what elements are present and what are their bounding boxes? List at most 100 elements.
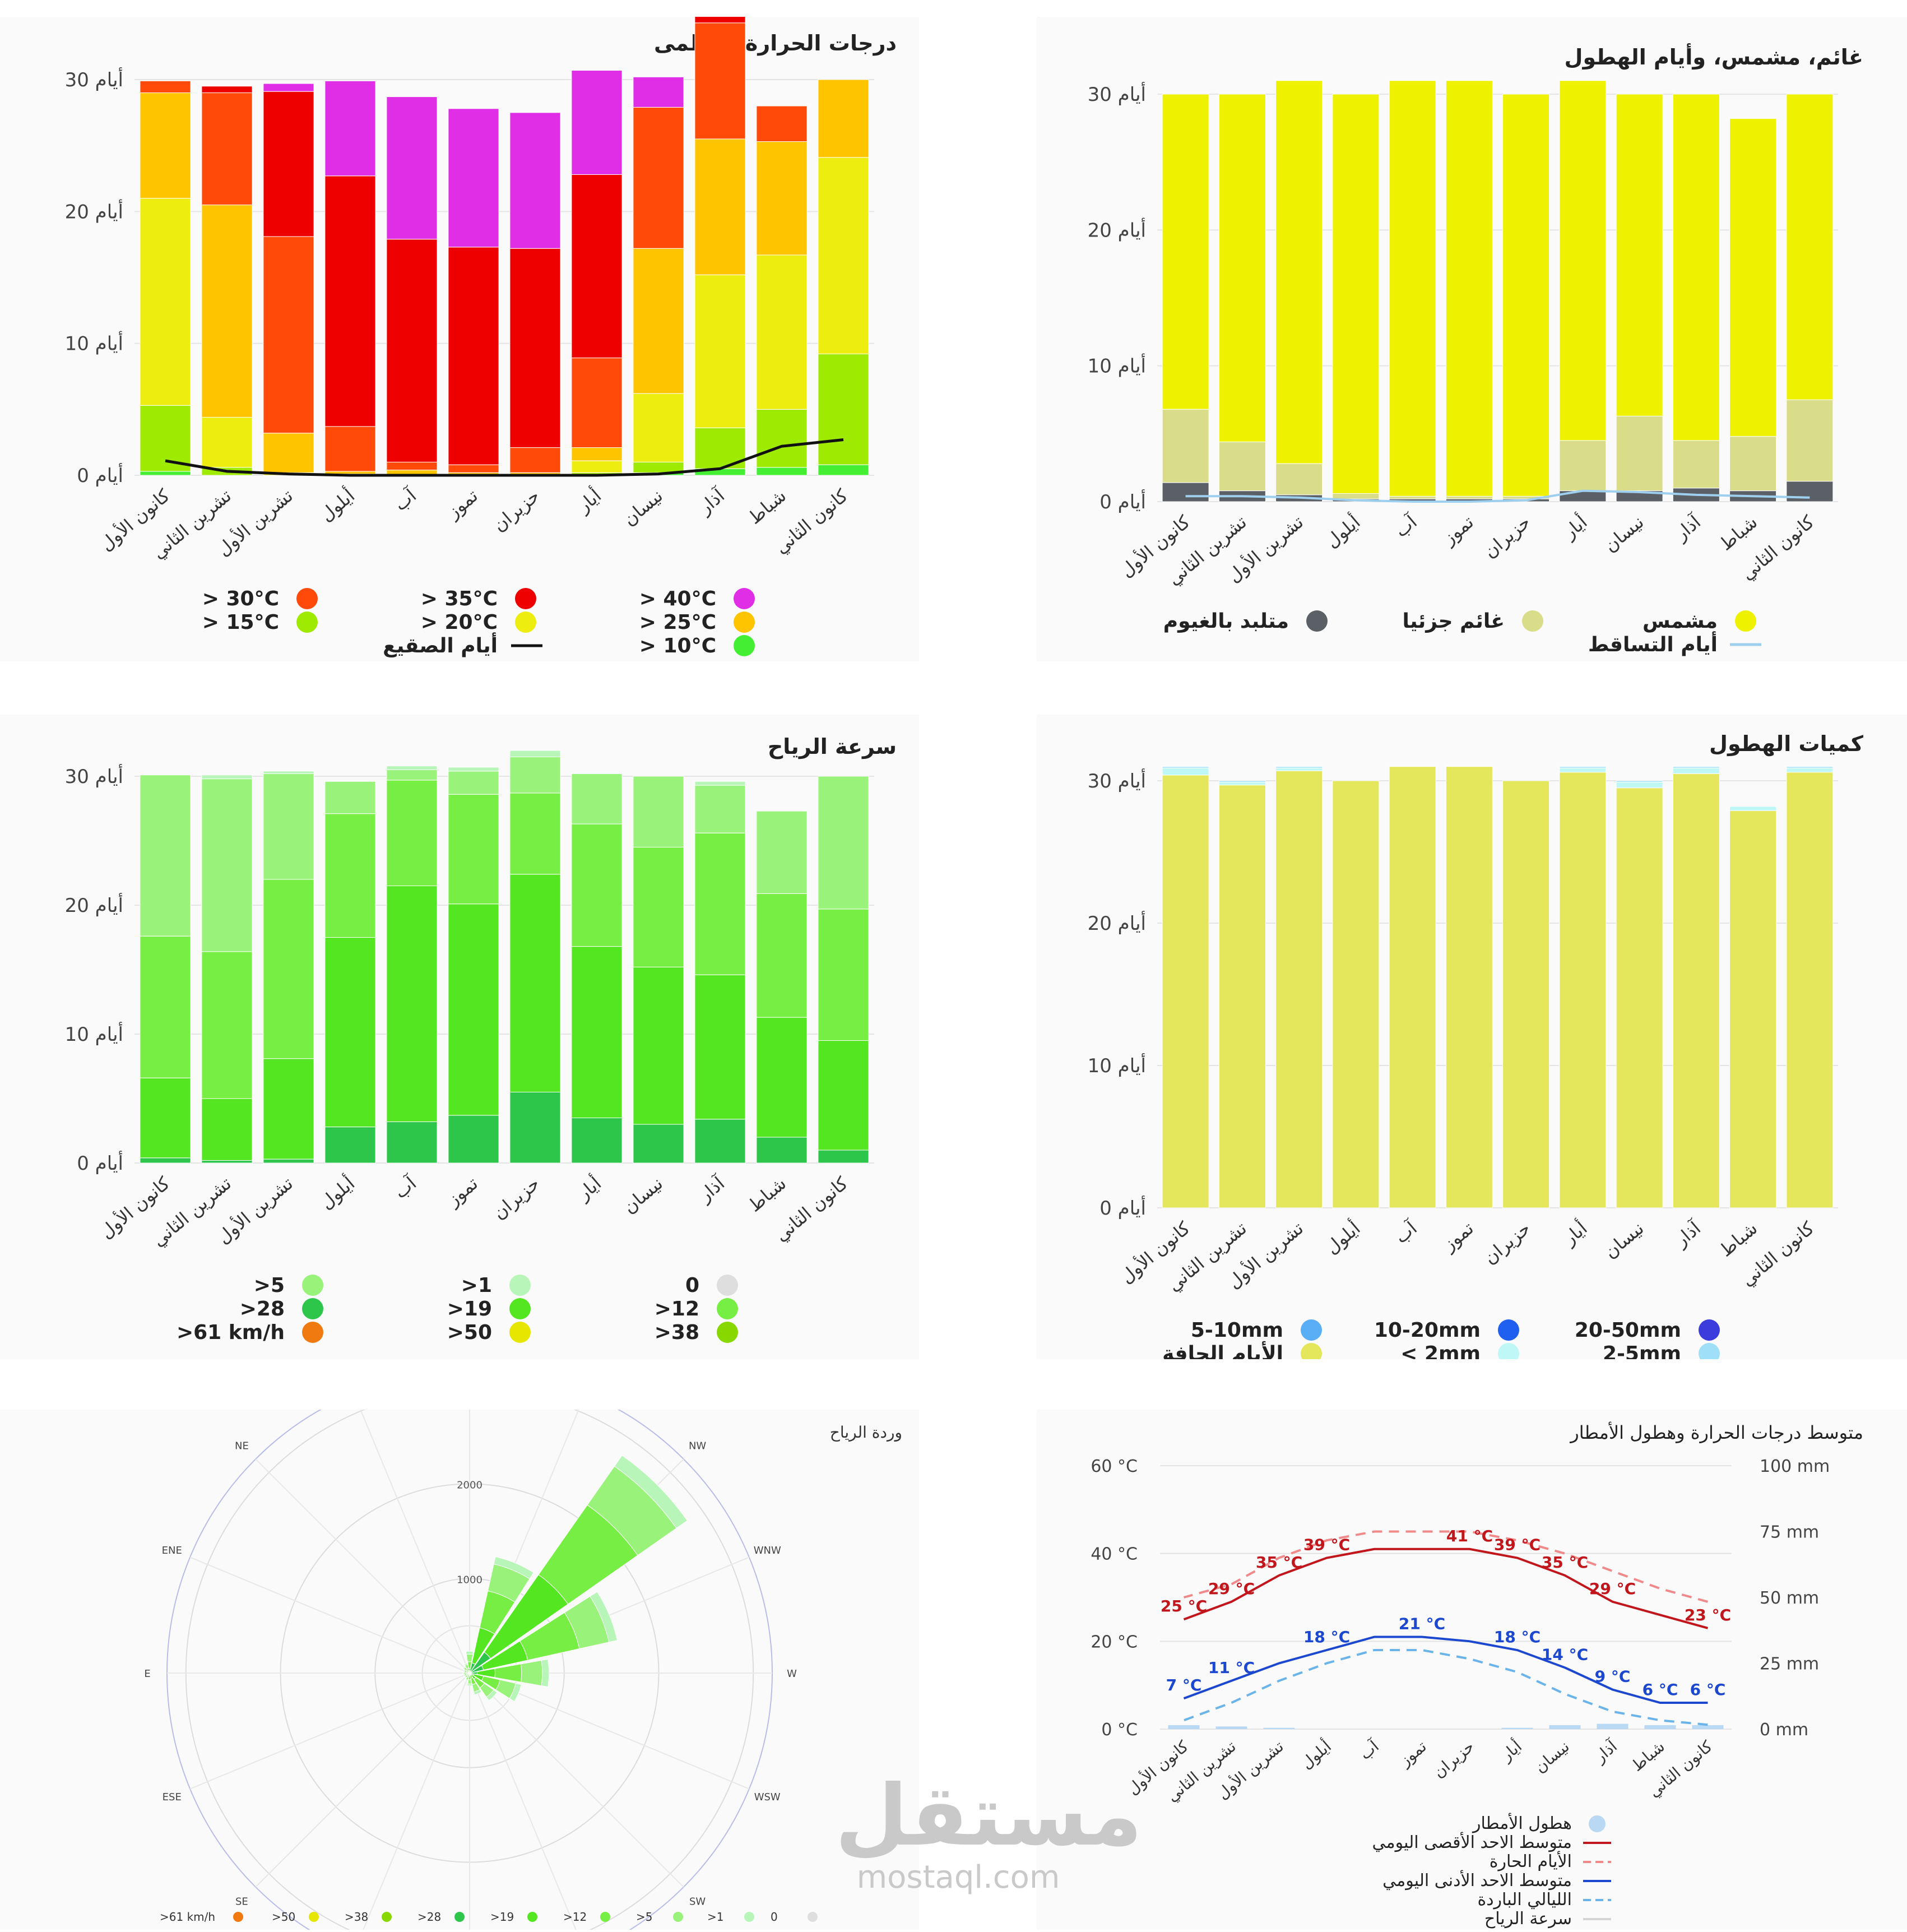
- min-temp-label-4: 18 °C: [1494, 1628, 1541, 1646]
- x-tick-label-4: أيار: [1496, 1736, 1525, 1766]
- bar-5-2: [1503, 94, 1549, 496]
- bar-1-1: [1730, 807, 1776, 811]
- bar-0-1: [1787, 400, 1833, 481]
- legend-label-3: >28: [417, 1910, 441, 1924]
- bar-3-3: [633, 248, 684, 393]
- bar-1-0: [757, 467, 807, 475]
- bar-8-3: [325, 781, 375, 814]
- legend-label-3: متوسط الاحد الأدنى اليومي: [1382, 1869, 1572, 1891]
- min-temp-label-11: 7 °C: [1166, 1676, 1202, 1694]
- bar-7-0: [387, 1122, 437, 1163]
- legend-label-6: أيام الصقيع: [383, 632, 498, 657]
- bar-10-5: [202, 86, 252, 93]
- bar-5-6: [510, 113, 560, 248]
- legend-label-7: > 10°C: [639, 634, 716, 657]
- legend-swatch-0: [1735, 610, 1756, 632]
- rain-bar-1: [1645, 1725, 1676, 1729]
- x-tick-label-7: آب: [1390, 510, 1422, 541]
- chart-title: وردة الرياح: [830, 1423, 902, 1442]
- x-tick-label-2: آذار: [693, 1171, 730, 1207]
- rose-panel: وردة الرياح100020003000NNNENEENEEESESESS…: [0, 1410, 919, 1930]
- x-tick-label-5: حزيران: [489, 485, 544, 536]
- legend-swatch-6: [673, 1912, 683, 1922]
- legend-label-3: >28: [240, 1298, 285, 1321]
- y-tick-label-2: 20 °C: [1091, 1632, 1138, 1652]
- legend-label-5: > 25°C: [639, 611, 716, 634]
- bar-4-2: [1560, 81, 1606, 441]
- x-tick-label-7: آب: [1390, 1216, 1422, 1248]
- legend-label-4: < 2mm: [1400, 1342, 1481, 1359]
- legend-label-0: هطول الأمطار: [1472, 1812, 1572, 1833]
- x-tick-label-5: حزيران: [1479, 511, 1534, 562]
- bar-4-1: [1560, 441, 1606, 491]
- y-tick-label-2: 20 أيام: [1088, 217, 1146, 242]
- bar-4-2: [572, 824, 622, 947]
- bar-11-0: [140, 1158, 191, 1163]
- x-tick-label-1: شباط: [1715, 511, 1762, 555]
- bar-9-3: [263, 433, 314, 473]
- x-tick-label-6: تموز: [442, 485, 482, 523]
- y-tick-label-1: 10 أيام: [65, 331, 123, 355]
- x-tick-label-3: نيسان: [1531, 1737, 1573, 1776]
- bar-11-1: [140, 1078, 191, 1158]
- bar-8-6: [325, 81, 375, 175]
- direction-label-2: NE: [235, 1440, 249, 1452]
- bar-2-2: [695, 275, 745, 428]
- bar-6-2: [448, 794, 499, 904]
- bar-3-2: [1616, 94, 1663, 416]
- bar-11-2: [140, 936, 191, 1078]
- legend-swatch-0: [1301, 1319, 1322, 1341]
- legend-label-2: > 40°C: [639, 587, 716, 610]
- bar-6-0: [448, 1115, 499, 1163]
- legend-swatch-0: [296, 588, 318, 609]
- legend-label-5: >12: [563, 1910, 587, 1924]
- bar-2-3: [695, 139, 745, 275]
- y-tick-label-2: 20 أيام: [65, 893, 123, 917]
- direction-label-13: WNW: [754, 1545, 781, 1556]
- legend-swatch-0: [302, 1275, 323, 1296]
- bar-7-6: [387, 97, 437, 239]
- spoke-6: [256, 1673, 470, 1887]
- spoke-3: [190, 1557, 470, 1673]
- bar-3-4: [633, 107, 684, 248]
- legend-swatch-3: [1301, 1343, 1322, 1359]
- spoke-9: [470, 1673, 586, 1930]
- x-tick-label-7: آب: [389, 484, 421, 515]
- bar-9-1: [1276, 464, 1323, 495]
- y-tick-label-3: 30 أيام: [65, 67, 123, 91]
- bar-2-3: [695, 785, 745, 833]
- legend-label-1: >1: [461, 1274, 492, 1297]
- x-tick-label-4: أيار: [572, 484, 605, 517]
- spoke-7: [354, 1673, 470, 1930]
- bar-6-4: [448, 465, 499, 472]
- bar-6-3: [448, 771, 499, 794]
- chart-title: درجات الحرارة العظمى: [654, 31, 897, 55]
- bar-11-0: [140, 471, 191, 475]
- y-tick-label-0: 0 أيام: [77, 463, 123, 487]
- bar-1-2: [757, 255, 807, 409]
- x-tick-label-1: شباط: [744, 485, 791, 529]
- bar-4-4: [572, 358, 622, 448]
- direction-label-6: SE: [235, 1896, 248, 1908]
- legend-swatch-3: [296, 611, 318, 633]
- legend-swatch-1: [309, 1912, 319, 1922]
- bar-8-0: [325, 1127, 375, 1163]
- max-temp-label-9: 35 °C: [1256, 1553, 1302, 1572]
- bar-2-0: [1673, 773, 1719, 1208]
- legend-swatch-2: [1306, 610, 1328, 632]
- legend-label-1: > 35°C: [421, 587, 498, 610]
- bar-8-4: [325, 427, 375, 471]
- y-tick-label-1: 40 °C: [1091, 1545, 1138, 1564]
- direction-label-4: E: [144, 1668, 150, 1680]
- bar-6-1: [1446, 496, 1492, 499]
- x-tick-label-5: حزيران: [1479, 1217, 1534, 1268]
- chart-title: كميات الهطول: [1709, 731, 1864, 756]
- max-temp-label-0: 23 °C: [1685, 1606, 1731, 1624]
- y2-tick-label-4: 0 mm: [1760, 1720, 1808, 1740]
- legend-swatch-2: [382, 1912, 392, 1922]
- max-temp-label-11: 25 °C: [1161, 1597, 1207, 1615]
- bar-11-3: [140, 93, 191, 198]
